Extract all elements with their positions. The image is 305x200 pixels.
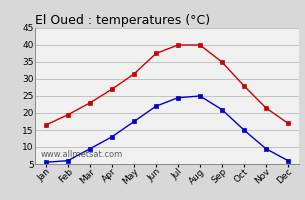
Text: www.allmetsat.com: www.allmetsat.com: [40, 150, 123, 159]
Text: El Oued : temperatures (°C): El Oued : temperatures (°C): [35, 14, 210, 27]
